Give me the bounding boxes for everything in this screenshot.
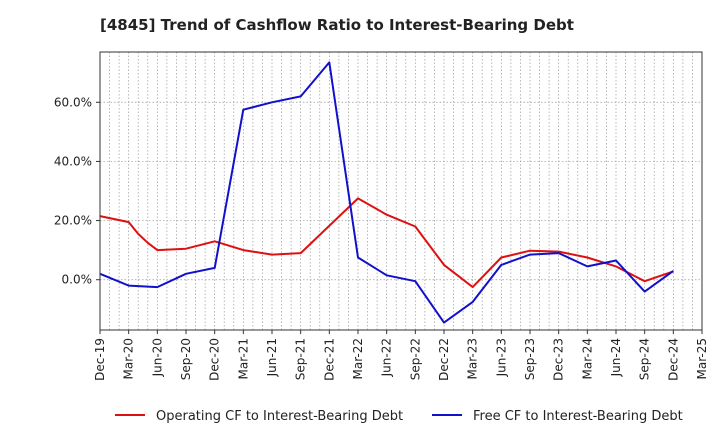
x-tick-label: Jun-21 xyxy=(265,338,279,377)
legend: Operating CF to Interest-Bearing Debt Fre… xyxy=(115,409,683,424)
x-tick-label: Sep-20 xyxy=(179,338,193,380)
y-tick-label: 40.0% xyxy=(54,154,92,168)
x-tick-label: Dec-23 xyxy=(552,338,566,381)
x-axis-ticks: Dec-19 Mar-20 Jun-20 Sep-20 Dec-20 Mar-21 Jun-… xyxy=(93,330,709,381)
x-tick-label: Dec-21 xyxy=(322,338,336,381)
y-tick-label: 0.0% xyxy=(62,273,93,287)
chart-title: [4845] Trend of Cashflow Ratio to Intere… xyxy=(100,16,574,34)
x-tick-label: Dec-24 xyxy=(666,338,680,381)
x-tick-label: Mar-25 xyxy=(695,338,709,379)
x-tick-label: Jun-20 xyxy=(150,338,164,377)
x-tick-label: Sep-24 xyxy=(638,338,652,380)
x-tick-label: Mar-20 xyxy=(122,338,136,379)
x-tick-label: Mar-22 xyxy=(351,338,365,379)
x-tick-label: Dec-20 xyxy=(208,338,222,381)
x-tick-label: Jun-24 xyxy=(609,338,623,377)
x-tick-label: Sep-22 xyxy=(408,338,422,380)
legend-label-1: Free CF to Interest-Bearing Debt xyxy=(473,409,683,424)
y-tick-label: 60.0% xyxy=(54,95,92,109)
plot-frame xyxy=(100,52,702,330)
x-tick-label: Jun-22 xyxy=(380,338,394,377)
grid xyxy=(100,52,702,330)
x-tick-label: Jun-23 xyxy=(494,338,508,377)
x-tick-label: Sep-23 xyxy=(523,338,537,380)
y-axis-ticks: 0.0% 20.0% 40.0% 60.0% xyxy=(54,95,100,286)
x-tick-label: Sep-21 xyxy=(294,338,308,380)
legend-label-0: Operating CF to Interest-Bearing Debt xyxy=(156,409,403,424)
x-tick-label: Dec-22 xyxy=(437,338,451,381)
x-tick-label: Dec-19 xyxy=(93,338,107,381)
x-tick-label: Mar-23 xyxy=(466,338,480,379)
x-tick-label: Mar-24 xyxy=(580,338,594,379)
y-tick-label: 20.0% xyxy=(54,214,92,228)
x-tick-label: Mar-21 xyxy=(236,338,250,379)
